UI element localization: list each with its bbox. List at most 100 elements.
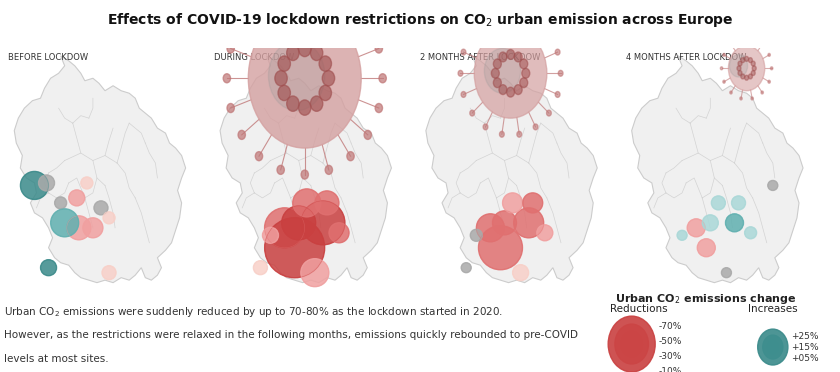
Ellipse shape: [744, 75, 748, 80]
Ellipse shape: [40, 260, 56, 276]
Ellipse shape: [39, 175, 55, 191]
Ellipse shape: [492, 211, 517, 235]
Ellipse shape: [520, 59, 528, 69]
Ellipse shape: [500, 9, 504, 15]
Ellipse shape: [249, 9, 361, 148]
Ellipse shape: [311, 45, 323, 61]
Ellipse shape: [723, 80, 725, 83]
Ellipse shape: [499, 52, 507, 62]
Ellipse shape: [278, 56, 291, 71]
Ellipse shape: [298, 41, 311, 57]
Ellipse shape: [547, 110, 551, 116]
Ellipse shape: [748, 58, 753, 62]
Ellipse shape: [67, 216, 91, 240]
Ellipse shape: [499, 85, 507, 94]
Ellipse shape: [502, 193, 522, 213]
Ellipse shape: [298, 100, 311, 115]
Ellipse shape: [770, 67, 773, 70]
Ellipse shape: [278, 85, 291, 100]
Ellipse shape: [265, 208, 305, 248]
Text: -70%: -70%: [659, 322, 682, 331]
Ellipse shape: [364, 130, 371, 140]
Ellipse shape: [375, 103, 382, 113]
Ellipse shape: [737, 66, 741, 71]
Ellipse shape: [286, 96, 299, 111]
Ellipse shape: [767, 340, 779, 354]
Ellipse shape: [277, 165, 285, 174]
Ellipse shape: [347, 0, 354, 5]
Ellipse shape: [238, 17, 245, 26]
Ellipse shape: [751, 61, 755, 66]
Ellipse shape: [751, 97, 753, 100]
Ellipse shape: [493, 59, 501, 69]
Ellipse shape: [537, 225, 553, 241]
Polygon shape: [426, 56, 597, 283]
Text: 4 MONTHS AFTER LOCKDOW: 4 MONTHS AFTER LOCKDOW: [626, 53, 746, 62]
Ellipse shape: [512, 264, 528, 281]
Ellipse shape: [315, 191, 339, 215]
Text: Effects of COVID-19 lockdown restrictions on CO$_2$ urban emission across Europe: Effects of COVID-19 lockdown restriction…: [107, 11, 733, 29]
Ellipse shape: [255, 0, 263, 5]
Ellipse shape: [547, 31, 551, 36]
Ellipse shape: [475, 28, 547, 118]
Ellipse shape: [615, 324, 648, 364]
Ellipse shape: [729, 55, 748, 77]
Ellipse shape: [761, 91, 764, 94]
Ellipse shape: [730, 91, 732, 94]
Text: DURING LOCKDOW: DURING LOCKDOW: [214, 53, 294, 62]
Ellipse shape: [533, 124, 538, 130]
Ellipse shape: [375, 44, 382, 53]
Ellipse shape: [741, 74, 745, 79]
Ellipse shape: [223, 74, 230, 83]
Ellipse shape: [517, 131, 522, 137]
Ellipse shape: [293, 189, 321, 217]
Ellipse shape: [301, 259, 328, 287]
Ellipse shape: [485, 48, 521, 93]
Ellipse shape: [514, 85, 522, 94]
Ellipse shape: [254, 261, 267, 275]
Ellipse shape: [69, 190, 85, 206]
Ellipse shape: [238, 130, 245, 140]
Ellipse shape: [227, 103, 234, 113]
Ellipse shape: [281, 206, 316, 240]
Text: +15%: +15%: [791, 343, 819, 352]
Ellipse shape: [522, 193, 543, 213]
Text: 2 MONTHS AFTER LOCKDOW: 2 MONTHS AFTER LOCKDOW: [420, 53, 540, 62]
Ellipse shape: [520, 78, 528, 88]
Ellipse shape: [470, 31, 475, 36]
Ellipse shape: [763, 335, 783, 359]
Text: +05%: +05%: [791, 354, 819, 363]
Ellipse shape: [768, 180, 778, 190]
Ellipse shape: [738, 71, 742, 76]
Ellipse shape: [275, 71, 287, 86]
Text: Urban CO$_2$ emissions were suddenly reduced by up to 70-80% as the lockdown sta: Urban CO$_2$ emissions were suddenly red…: [4, 305, 503, 319]
Ellipse shape: [751, 37, 753, 39]
Ellipse shape: [483, 17, 488, 23]
Ellipse shape: [347, 152, 354, 161]
Ellipse shape: [741, 58, 745, 62]
Ellipse shape: [730, 43, 732, 45]
Ellipse shape: [325, 165, 333, 174]
Text: However, as the restrictions were relaxed in the following months, emissions qui: However, as the restrictions were relaxe…: [4, 330, 578, 340]
Ellipse shape: [744, 57, 748, 61]
Ellipse shape: [94, 201, 108, 215]
Ellipse shape: [269, 41, 325, 110]
Ellipse shape: [761, 43, 764, 45]
Ellipse shape: [697, 239, 716, 257]
Ellipse shape: [364, 17, 371, 26]
Text: levels at most sites.: levels at most sites.: [4, 354, 109, 364]
Ellipse shape: [470, 229, 482, 241]
Ellipse shape: [722, 268, 732, 278]
Ellipse shape: [20, 171, 49, 199]
Ellipse shape: [768, 80, 770, 83]
Ellipse shape: [483, 124, 488, 130]
Ellipse shape: [507, 49, 515, 60]
Ellipse shape: [470, 110, 475, 116]
Ellipse shape: [758, 329, 788, 365]
Polygon shape: [14, 56, 186, 283]
Ellipse shape: [461, 263, 471, 273]
Ellipse shape: [744, 227, 757, 239]
Text: -10%: -10%: [659, 367, 682, 372]
Ellipse shape: [621, 331, 643, 357]
Ellipse shape: [738, 61, 742, 66]
